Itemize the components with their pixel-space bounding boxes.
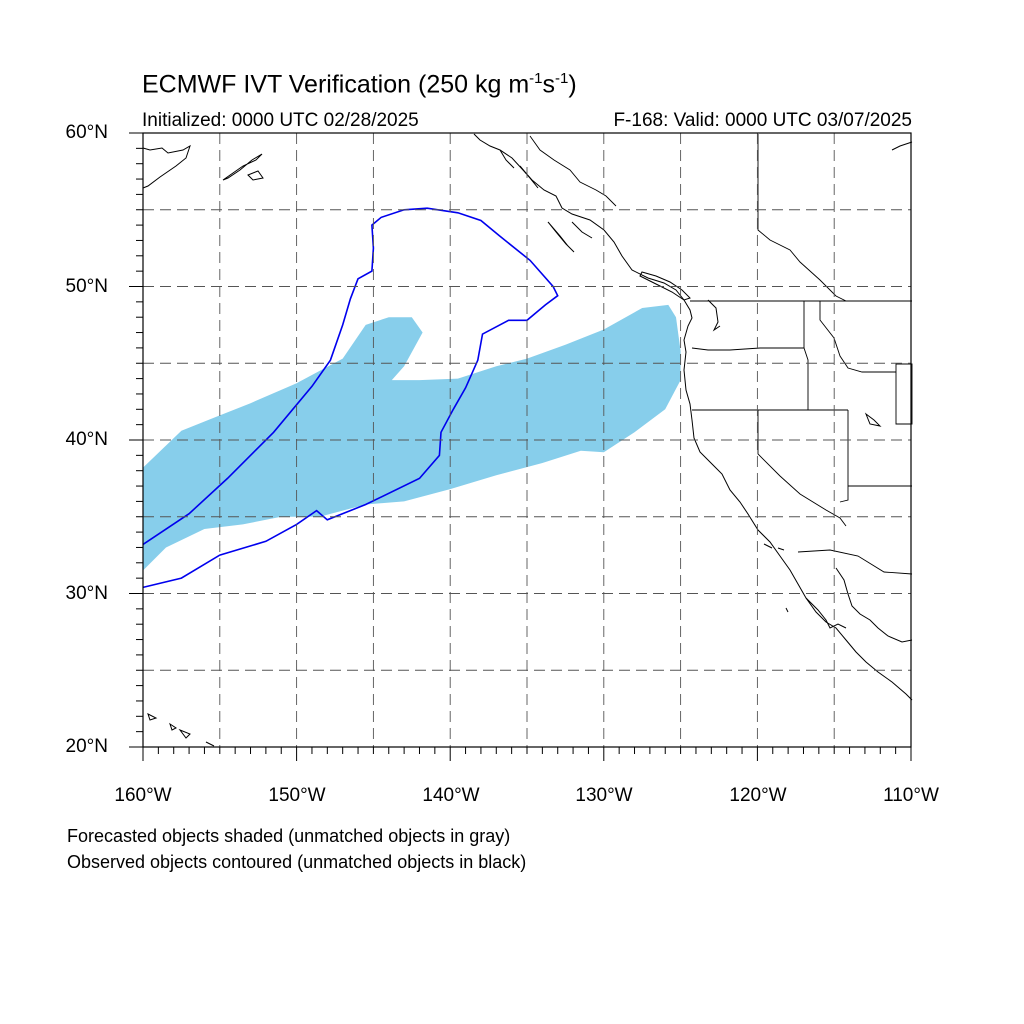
idaho-border	[803, 301, 896, 373]
baja-west	[805, 597, 847, 629]
vancouver-island	[639, 271, 691, 301]
lon-label-130w: 130°W	[575, 785, 633, 806]
lat-label-50n: 50°N	[65, 276, 108, 297]
wyoming-border	[895, 363, 913, 425]
lat-label-60n: 60°N	[65, 122, 108, 143]
lon-label-110w: 110°W	[883, 785, 939, 806]
ne-corner-coast	[891, 141, 913, 151]
axis-ticks	[129, 132, 912, 761]
nevada-utah-border	[839, 410, 849, 503]
alaska-coast	[142, 144, 191, 189]
washington-oregon-border	[691, 347, 809, 410]
lon-label-150w: 150°W	[268, 785, 326, 806]
lat-label-30n: 30°N	[65, 583, 108, 604]
forecast-ivt-object	[143, 304, 681, 571]
us-mexico-border	[797, 549, 913, 575]
alaska-inlets	[499, 149, 593, 239]
coastlines	[142, 133, 913, 747]
baja-peninsula	[835, 567, 913, 643]
haida-gwaii	[547, 221, 575, 253]
bc-coast	[473, 133, 913, 701]
forecast-legend-note: Forecasted objects shaded (unmatched obj…	[67, 826, 511, 846]
gulf-california-islands	[785, 607, 789, 613]
political-boundaries	[529, 134, 913, 575]
hawaii-islands	[147, 713, 215, 747]
graticule-dashed	[143, 133, 911, 747]
lat-label-40n: 40°N	[65, 429, 108, 450]
map-title: ECMWF IVT Verification (250 kg m-1s-1)	[142, 70, 577, 99]
great-salt-lake	[864, 412, 882, 427]
valid-time: F-168: Valid: 0000 UTC 03/07/2025	[613, 110, 912, 131]
puget-sound	[707, 299, 721, 332]
channel-islands	[763, 543, 785, 551]
lon-label-120w: 120°W	[729, 785, 787, 806]
lon-label-140w: 140°W	[422, 785, 480, 806]
lat-label-20n: 20°N	[65, 736, 108, 757]
initialized-time: Initialized: 0000 UTC 02/28/2025	[142, 110, 419, 131]
observed-legend-note: Observed objects contoured (unmatched ob…	[67, 852, 527, 872]
alaska-islands	[222, 153, 264, 181]
alaska-canada-border	[529, 135, 617, 207]
bc-alberta-border	[757, 134, 847, 302]
lon-label-160w: 160°W	[114, 785, 172, 806]
california-nevada-border	[757, 410, 847, 527]
